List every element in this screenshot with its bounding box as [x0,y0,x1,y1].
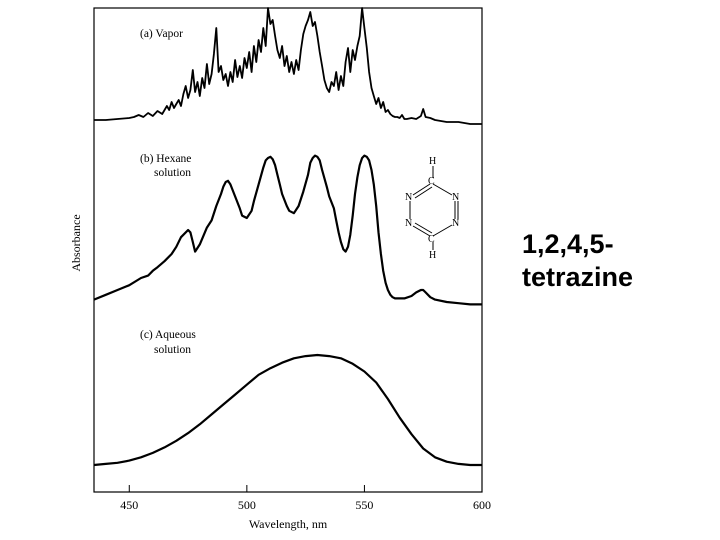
x-tick-label-550: 550 [355,498,373,512]
atom-n-left-top: N [405,192,412,203]
molecule-name-line1: 1,2,4,5- [522,229,614,259]
hexane-spectrum-line [93,154,482,306]
molecule-name-line2: tetrazine [522,262,634,292]
aqueous-spectrum-line [93,353,482,467]
atom-n-right-top: N [452,192,459,203]
x-tick-label-450: 450 [120,498,138,512]
series-label-hexane-line2: solution [154,167,191,179]
atom-c-bottom: C [428,234,435,245]
y-axis-label: Absorbance [69,214,83,271]
series-label-aqueous-line1: (c) Aqueous [140,329,196,341]
atom-n-left-bottom: N [405,218,412,229]
plot-frame [93,7,483,493]
atom-n-right-bottom: N [452,218,459,229]
vapor-spectrum-line [94,7,482,125]
series-label-aqueous-line2: solution [154,344,191,356]
series-label-vapor: (a) Vapor [140,28,183,40]
x-axis-label: Wavelength, nm [249,517,328,531]
tetrazine-structure: H C N N N N C H [405,156,459,261]
series-label-hexane-line1: (b) Hexane [140,153,191,165]
atom-c-top: C [428,176,435,187]
x-tick-label-500: 500 [238,498,256,512]
series-label-aqueous: (c) Aqueous solution [140,329,199,356]
x-tick-label-600: 600 [473,498,491,512]
atom-h-bottom: H [429,250,436,261]
x-axis-ticks: 450 500 550 600 [120,485,491,512]
series-label-hexane: (b) Hexane solution [140,153,194,179]
atom-h-top: H [429,156,436,167]
molecule-name-label: 1,2,4,5- tetrazine [522,228,633,294]
